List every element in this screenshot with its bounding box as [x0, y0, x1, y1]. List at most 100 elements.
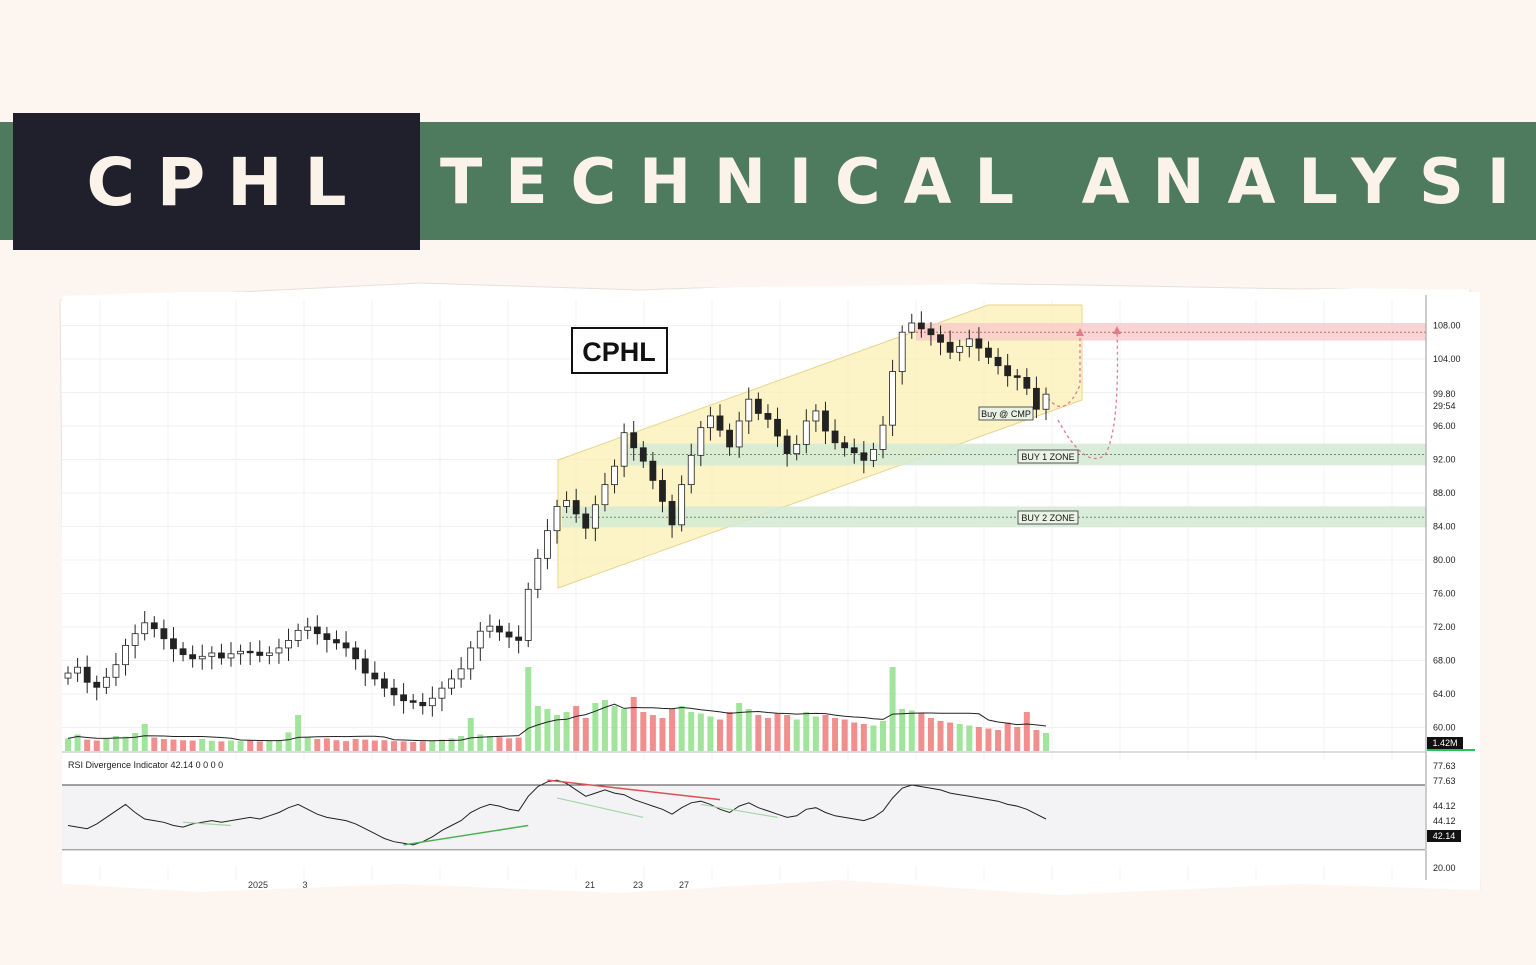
candle — [102, 676, 110, 688]
candle — [141, 622, 149, 635]
candle — [563, 500, 570, 507]
volume-bar — [956, 724, 963, 751]
candle — [850, 447, 858, 454]
volume-bar — [649, 715, 656, 751]
price-tick-label: 68.00 — [1433, 656, 1456, 666]
date-tick-label: 23 — [633, 880, 643, 890]
price-tick-label: 88.00 — [1433, 488, 1456, 498]
candle — [93, 681, 101, 688]
volume-bar — [496, 737, 503, 751]
torn-edge-top — [0, 250, 1536, 300]
candle — [131, 633, 139, 646]
volume-bar — [745, 709, 752, 751]
volume-bar — [544, 709, 551, 751]
candle — [707, 415, 714, 429]
candle — [802, 420, 810, 445]
buy-2-zone-label-box — [1017, 510, 1079, 525]
faint-divergence-line — [183, 821, 232, 827]
candle — [965, 338, 973, 347]
projection-arrow — [1076, 328, 1084, 336]
date-tick-label: 2025 — [248, 880, 268, 890]
volume-bar — [688, 712, 695, 751]
candle — [409, 700, 417, 703]
candle — [687, 454, 695, 486]
candle — [208, 652, 216, 657]
volume-bar — [669, 709, 676, 751]
volume-bar — [582, 718, 589, 751]
ticker-title: CPHL — [86, 143, 369, 221]
candle — [860, 452, 868, 461]
volume-bar — [812, 716, 819, 751]
candle — [275, 647, 283, 654]
candle — [1013, 375, 1021, 378]
volume-bar — [391, 741, 397, 751]
volume-bar — [506, 738, 513, 751]
buy-cmp-label-box — [978, 406, 1034, 421]
volume-bar — [333, 740, 340, 751]
volume-bar — [285, 732, 292, 751]
candle — [189, 654, 197, 660]
candle — [659, 480, 666, 502]
rsi-band — [62, 785, 1425, 850]
volume-bar — [717, 719, 723, 751]
volume-bar — [659, 718, 666, 751]
volume-bar — [132, 733, 139, 751]
candle — [313, 626, 321, 635]
buy-2-zone-label: BUY 2 ZONE — [1021, 513, 1074, 523]
volume-bar — [323, 738, 330, 751]
candle — [371, 672, 379, 680]
candle — [726, 429, 733, 448]
volume-bar — [601, 700, 608, 751]
volume-bar — [880, 721, 886, 751]
volume-bar — [611, 706, 618, 751]
candle — [1023, 377, 1031, 389]
volume-bar — [822, 715, 829, 751]
candle — [889, 371, 896, 426]
candle — [841, 442, 849, 449]
rsi-value-badge — [1427, 830, 1461, 842]
volume-bar — [755, 715, 762, 751]
volume-bar — [314, 739, 321, 751]
candle — [1033, 387, 1040, 410]
volume-bar — [726, 712, 733, 751]
candle — [381, 678, 388, 689]
volume-bar — [112, 736, 119, 751]
buy-cmp-label: Buy @ CMP — [981, 409, 1031, 419]
volume-bar — [630, 697, 637, 751]
resistance-zone — [916, 322, 1426, 341]
price-tick-label: 108.00 — [1433, 321, 1461, 331]
volume-bar — [189, 740, 196, 751]
volume-bar — [870, 725, 877, 751]
candle — [678, 484, 686, 526]
candle — [544, 530, 551, 559]
candle — [122, 645, 129, 666]
price-axis: 108.00 104.00 96.00 92.00 88.00 84.00 80.00 76.… — [0, 250, 1536, 960]
candle — [553, 505, 561, 532]
volume-bar — [966, 725, 973, 751]
volume-bar — [985, 728, 992, 751]
volume-bar — [803, 712, 810, 751]
buy-1-zone-label-box — [1017, 449, 1079, 464]
candle — [198, 655, 206, 660]
rsi-line — [67, 779, 1047, 846]
rsi-tick-label: 44.12 — [1433, 816, 1456, 826]
volume-bar — [103, 739, 110, 751]
volume-bar — [937, 721, 944, 751]
volume-bar — [908, 710, 915, 751]
price-tick-label: 104.00 — [1433, 354, 1461, 364]
volume-bar — [707, 716, 714, 751]
volume-bar — [592, 703, 599, 751]
projection-arrow — [1113, 326, 1121, 334]
volume-bar — [621, 709, 628, 751]
price-tick-label: 80.00 — [1433, 555, 1456, 565]
candle — [783, 435, 791, 455]
candle — [898, 331, 906, 372]
volume-bar — [381, 740, 388, 751]
volume-bar — [534, 706, 541, 751]
volume-bar — [889, 667, 896, 751]
candle — [515, 636, 523, 641]
volume-bar — [295, 715, 302, 751]
volume-bar — [199, 739, 206, 751]
candle — [285, 640, 292, 649]
